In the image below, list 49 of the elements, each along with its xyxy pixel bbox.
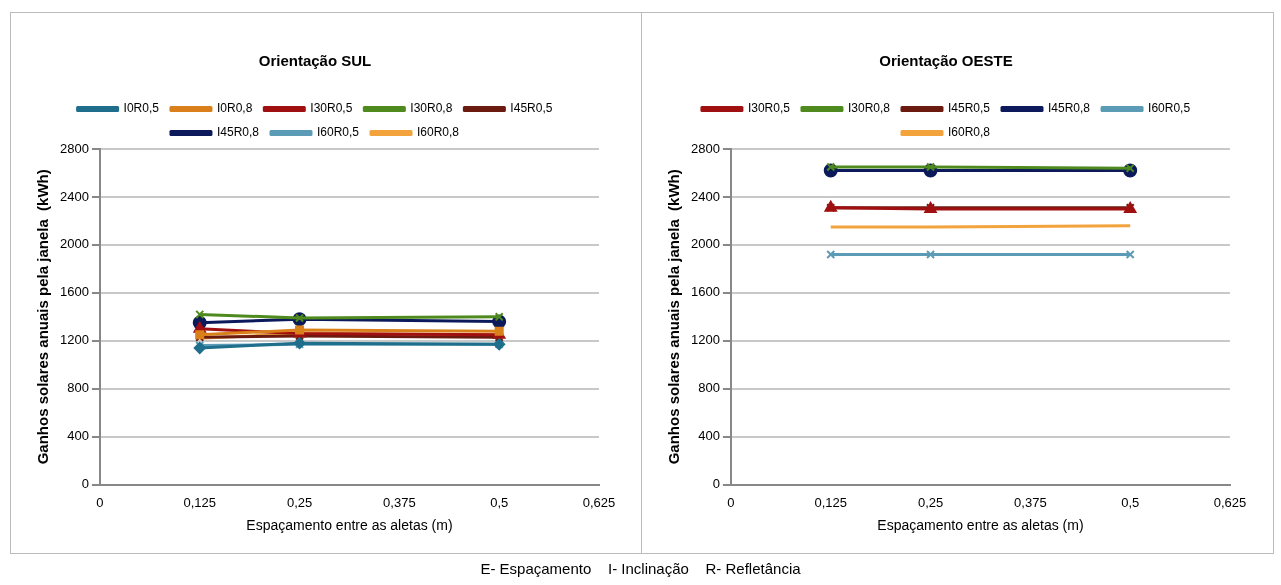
y-tick-label: 2400 bbox=[691, 188, 720, 204]
y-tick-label: 0 bbox=[712, 476, 720, 492]
x-tick-label: 0,125 bbox=[814, 494, 848, 510]
y-tick-label: 2800 bbox=[60, 140, 89, 156]
y-tick-label: 1600 bbox=[60, 284, 89, 300]
legend-label: I45R0,8 bbox=[216, 125, 260, 140]
x-tick-label: 0,625 bbox=[582, 494, 616, 510]
legend-label: I45R0,5 bbox=[947, 101, 991, 116]
x-tick-label: 0,125 bbox=[183, 494, 217, 510]
legend-label: I30R0,8 bbox=[410, 101, 453, 116]
x-tick-label: 0,375 bbox=[1014, 494, 1047, 510]
legend-label: I30R0,5 bbox=[310, 101, 353, 116]
x-tick-label: 0,375 bbox=[383, 494, 416, 510]
x-tick-label: 0 bbox=[96, 494, 104, 510]
legend-label: I45R0,5 bbox=[510, 101, 553, 116]
legend-label: I45R0,8 bbox=[1048, 101, 1091, 116]
y-tick-label: 2000 bbox=[691, 236, 720, 252]
y-tick-label: 400 bbox=[67, 428, 89, 444]
y-tick-label: 2000 bbox=[60, 236, 89, 252]
y-tick-label: 800 bbox=[67, 380, 89, 396]
y-tick-label: 0 bbox=[81, 476, 89, 492]
y-tick-label: 1600 bbox=[691, 284, 720, 300]
legend-label: I60R0,5 bbox=[316, 125, 360, 140]
x-tick-label: 0 bbox=[727, 494, 735, 510]
legend-label: I60R0,5 bbox=[1148, 101, 1191, 116]
y-tick-label: 1200 bbox=[691, 332, 720, 348]
x-axis-title: Espaçamento entre as aletas (m) bbox=[246, 517, 453, 534]
y-tick-label: 2400 bbox=[60, 188, 89, 204]
x-tick-label: 0,25 bbox=[917, 494, 944, 510]
y-tick-label: 2800 bbox=[691, 140, 720, 156]
legend-label: I0R0,8 bbox=[216, 101, 253, 116]
y-tick-label: 1200 bbox=[60, 332, 89, 348]
x-axis-title: Espaçamento entre as aletas (m) bbox=[877, 517, 1084, 534]
x-tick-label: 0,625 bbox=[1213, 494, 1247, 510]
legend-label: I60R0,8 bbox=[947, 125, 991, 140]
x-tick-label: 0,25 bbox=[286, 494, 313, 510]
y-axis-title: Ganhos solares anuais pela janela (kWh) bbox=[665, 169, 683, 465]
x-tick-label: 0,5 bbox=[490, 494, 509, 510]
legend-label: I0R0,5 bbox=[123, 101, 160, 116]
y-tick-label: 800 bbox=[698, 380, 720, 396]
y-tick-label: 400 bbox=[698, 428, 720, 444]
x-tick-label: 0,5 bbox=[1121, 494, 1140, 510]
text: E- Espaçamento I- Inclinação R- Refletância bbox=[479, 560, 802, 577]
legend-label: I30R0,8 bbox=[847, 101, 891, 116]
chart-title: Orientação SUL bbox=[258, 52, 372, 70]
chart-title: Orientação OESTE bbox=[879, 52, 1013, 70]
legend-label: I60R0,8 bbox=[417, 125, 460, 140]
y-axis-title: Ganhos solares anuais pela janela (kWh) bbox=[34, 169, 52, 465]
legend-label: I30R0,5 bbox=[747, 101, 791, 116]
